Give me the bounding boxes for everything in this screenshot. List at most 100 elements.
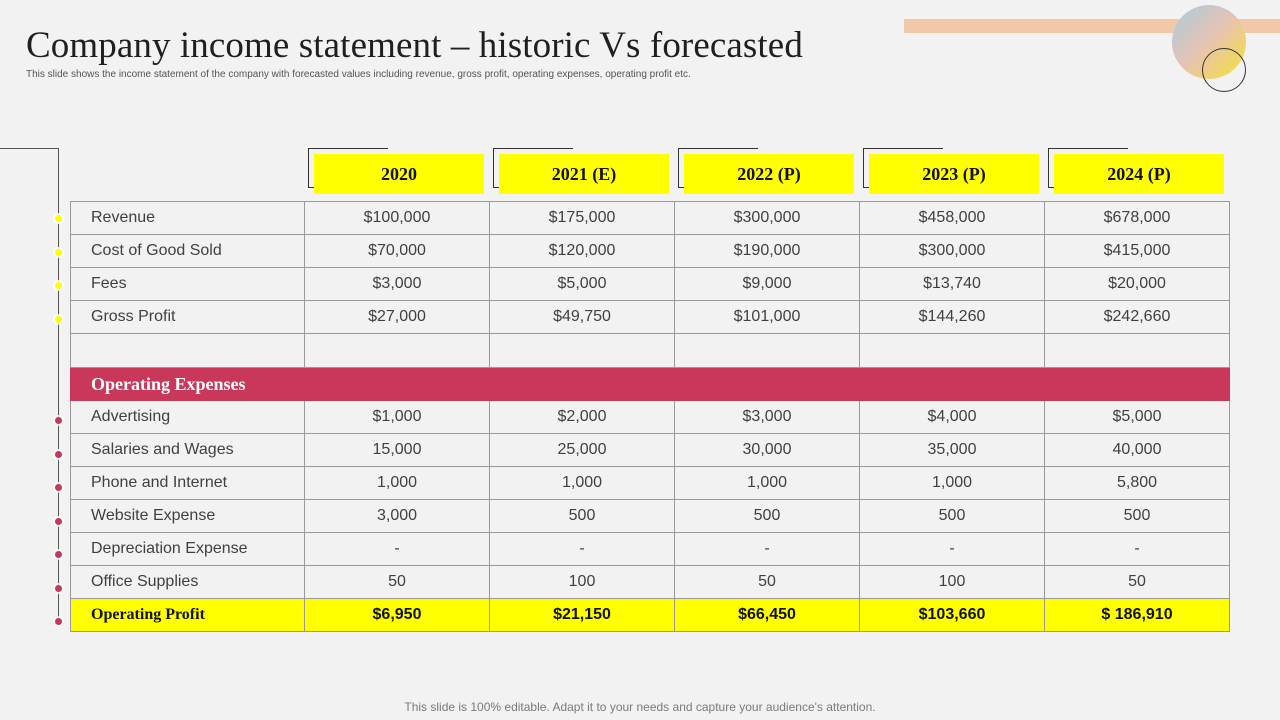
table-cell: 500: [1044, 499, 1230, 533]
table-row: Cost of Good Sold $70,000 $120,000 $190,…: [70, 234, 1230, 268]
row-label: Phone and Internet: [70, 466, 305, 500]
row-label: Advertising: [70, 400, 305, 434]
table-cell: 100: [489, 565, 675, 599]
row-label: Cost of Good Sold: [70, 234, 305, 268]
table-cell: [489, 367, 675, 401]
table-cell: 30,000: [674, 433, 860, 467]
table-cell: $300,000: [859, 234, 1045, 268]
table-row: Advertising $1,000 $2,000 $3,000 $4,000 …: [70, 400, 1230, 434]
row-label: Office Supplies: [70, 565, 305, 599]
table-row: Office Supplies 50 100 50 100 50: [70, 565, 1230, 599]
row-bullet-dot: [55, 282, 62, 289]
table-cell: 1,000: [304, 466, 490, 500]
table-cell: $4,000: [859, 400, 1045, 434]
table-cell: [674, 333, 860, 368]
row-bullet-dot: [55, 451, 62, 458]
table-row: Website Expense 3,000 500 500 500 500: [70, 499, 1230, 533]
table-cell: [304, 333, 490, 368]
table-cell: [489, 333, 675, 368]
slide-subtitle: This slide shows the income statement of…: [26, 69, 691, 80]
table-cell: -: [674, 532, 860, 566]
row-label: Revenue: [70, 201, 305, 235]
row-bullet-dot: [55, 518, 62, 525]
table-cell: 500: [489, 499, 675, 533]
table-cell: $49,750: [489, 300, 675, 334]
table-cell: $5,000: [489, 267, 675, 301]
table-cell: $21,150: [489, 598, 675, 632]
empty-row: [70, 333, 1230, 368]
table-cell: $3,000: [674, 400, 860, 434]
table-cell: $120,000: [489, 234, 675, 268]
row-label: Gross Profit: [70, 300, 305, 334]
table-cell: 500: [674, 499, 860, 533]
table-cell: 1,000: [674, 466, 860, 500]
table-cell: 1,000: [489, 466, 675, 500]
table-cell: 100: [859, 565, 1045, 599]
table-cell: [674, 367, 860, 401]
year-header-2020: 2020: [314, 154, 484, 194]
total-row-label: Operating Profit: [70, 598, 305, 632]
table-cell: 15,000: [304, 433, 490, 467]
section-header-row: Operating Expenses: [70, 367, 1230, 401]
row-bullet-dot: [55, 249, 62, 256]
table-cell: $ 186,910: [1044, 598, 1230, 632]
footer-note: This slide is 100% editable. Adapt it to…: [404, 700, 876, 714]
decorative-ring: [1202, 48, 1246, 92]
table-cell: 25,000: [489, 433, 675, 467]
table-cell: $5,000: [1044, 400, 1230, 434]
table-cell: $1,000: [304, 400, 490, 434]
table-cell: $66,450: [674, 598, 860, 632]
table-cell: $70,000: [304, 234, 490, 268]
row-bullet-dot: [55, 484, 62, 491]
table-cell: [859, 333, 1045, 368]
row-bullet-dot: [55, 551, 62, 558]
table-cell: 50: [304, 565, 490, 599]
row-bullet-dot: [55, 417, 62, 424]
row-label: Website Expense: [70, 499, 305, 533]
table-cell: $103,660: [859, 598, 1045, 632]
total-row: Operating Profit $6,950 $21,150 $66,450 …: [70, 598, 1230, 632]
slide-title: Company income statement – historic Vs f…: [26, 25, 803, 66]
table-cell: 35,000: [859, 433, 1045, 467]
table-cell: $6,950: [304, 598, 490, 632]
year-header-2024: 2024 (P): [1054, 154, 1224, 194]
table-row: Salaries and Wages 15,000 25,000 30,000 …: [70, 433, 1230, 467]
table-cell: 3,000: [304, 499, 490, 533]
year-header-2022: 2022 (P): [684, 154, 854, 194]
table-row: Fees $3,000 $5,000 $9,000 $13,740 $20,00…: [70, 267, 1230, 301]
table-cell: $415,000: [1044, 234, 1230, 268]
table-row: Depreciation Expense - - - - -: [70, 532, 1230, 566]
table-cell: $9,000: [674, 267, 860, 301]
table-cell: $458,000: [859, 201, 1045, 235]
table-cell: $101,000: [674, 300, 860, 334]
year-header-2021: 2021 (E): [499, 154, 669, 194]
table-cell: 50: [1044, 565, 1230, 599]
row-label: Fees: [70, 267, 305, 301]
section-header-label: Operating Expenses: [70, 367, 305, 401]
income-statement-table: Revenue $100,000 $175,000 $300,000 $458,…: [70, 201, 1230, 632]
year-header-2023: 2023 (P): [869, 154, 1039, 194]
table-row: Gross Profit $27,000 $49,750 $101,000 $1…: [70, 300, 1230, 334]
table-cell: $144,260: [859, 300, 1045, 334]
left-connector-line: [0, 148, 58, 149]
table-cell: $27,000: [304, 300, 490, 334]
table-cell: $300,000: [674, 201, 860, 235]
table-cell: [70, 333, 305, 368]
row-bullet-dot: [55, 316, 62, 323]
row-bullet-dot: [55, 585, 62, 592]
table-cell: [859, 367, 1045, 401]
table-cell: $190,000: [674, 234, 860, 268]
table-cell: $100,000: [304, 201, 490, 235]
row-label: Depreciation Expense: [70, 532, 305, 566]
table-cell: [1044, 367, 1230, 401]
table-cell: $13,740: [859, 267, 1045, 301]
table-cell: $242,660: [1044, 300, 1230, 334]
table-cell: -: [304, 532, 490, 566]
row-label: Salaries and Wages: [70, 433, 305, 467]
table-row: Phone and Internet 1,000 1,000 1,000 1,0…: [70, 466, 1230, 500]
table-cell: -: [859, 532, 1045, 566]
table-cell: $20,000: [1044, 267, 1230, 301]
table-cell: $2,000: [489, 400, 675, 434]
table-cell: [1044, 333, 1230, 368]
table-cell: $3,000: [304, 267, 490, 301]
